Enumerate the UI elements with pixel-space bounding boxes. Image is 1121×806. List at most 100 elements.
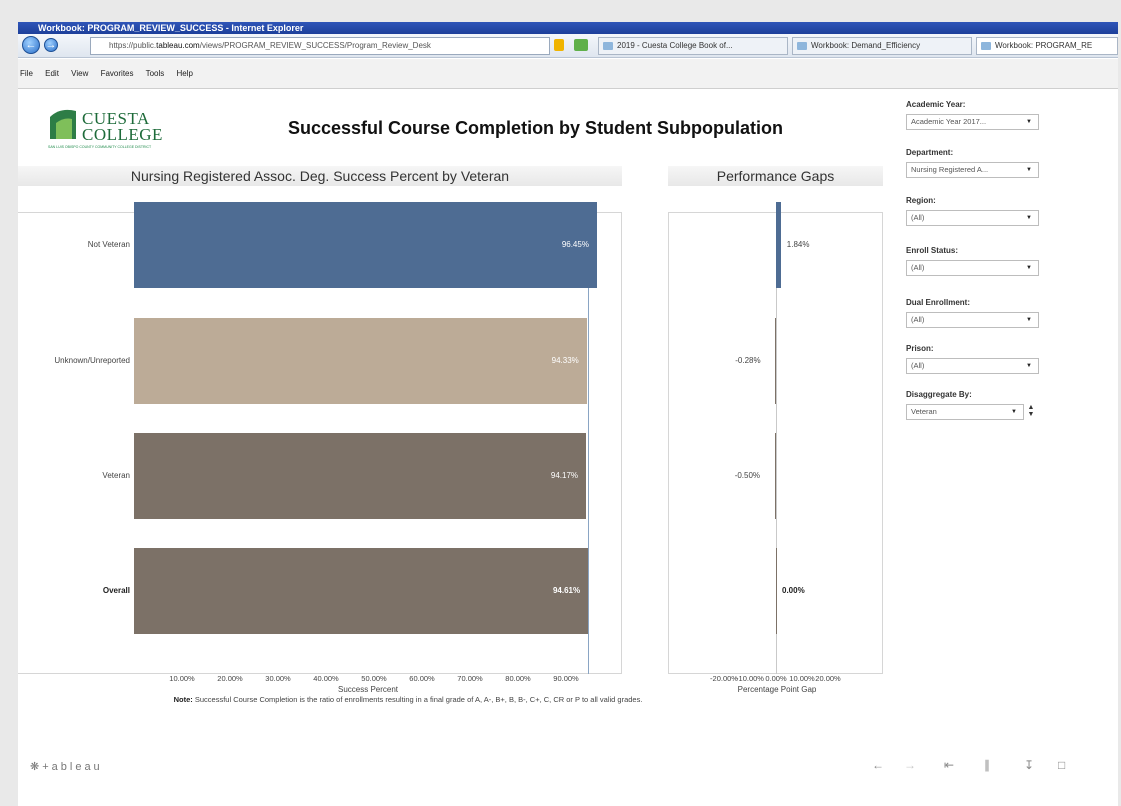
tab-demand-efficiency[interactable]: Workbook: Demand_Efficiency	[792, 37, 972, 55]
undo-icon[interactable]: ←	[872, 758, 884, 772]
bar-value-label: 94.17%	[550, 471, 579, 480]
menu-favorites[interactable]: Favorites	[100, 69, 134, 78]
forward-button[interactable]: →	[44, 38, 58, 52]
x-tick-label: 40.00%	[313, 674, 339, 683]
gap-bar[interactable]	[776, 548, 777, 634]
category-label: Not Veteran	[87, 240, 130, 249]
main-chart-axis-title: Success Percent	[337, 685, 399, 694]
tableau-logo: ❋+ableau	[30, 761, 103, 773]
gap-bar[interactable]	[775, 318, 777, 404]
x-tick-label: 70.00%	[457, 674, 483, 683]
x-tick-label: 10.00%	[169, 674, 195, 683]
url-rest: /views/PROGRAM_REVIEW_SUCCESS/Program_Re…	[199, 41, 431, 50]
gap-value-label: 0.00%	[782, 586, 805, 595]
url-prefix: https://public.	[109, 41, 157, 50]
bar-value-label: 94.33%	[551, 356, 579, 365]
category-label: Unknown/Unreported	[54, 356, 130, 365]
college-logo-icon	[50, 109, 76, 139]
chevron-down-icon: ▼	[1026, 119, 1032, 125]
chevron-down-icon: ▼	[1011, 409, 1017, 415]
gap-tick-label: -10.00%	[736, 674, 764, 683]
fullscreen-icon[interactable]: □	[1058, 758, 1066, 772]
filter-dropdown[interactable]: (All) ▼	[906, 358, 1039, 374]
refresh-icon[interactable]	[574, 39, 588, 51]
tab-page-icon	[603, 42, 613, 50]
gap-chart-header: Performance Gaps	[668, 166, 883, 186]
tab-program-review[interactable]: Workbook: PROGRAM_RE	[976, 37, 1118, 55]
gap-value-label: -0.28%	[735, 356, 761, 365]
success-bar[interactable]	[134, 318, 587, 404]
filter-value: Veteran	[911, 407, 937, 416]
success-bar[interactable]	[134, 548, 589, 634]
filter-value: (All)	[911, 213, 925, 222]
filter-value: (All)	[911, 315, 925, 324]
filter-value: (All)	[911, 263, 925, 272]
gap-bar[interactable]	[776, 202, 781, 288]
dashboard-title: Successful Course Completion by Student …	[288, 118, 784, 138]
logo-line-2: COLLEGE	[82, 125, 163, 144]
window-title: Workbook: PROGRAM_REVIEW_SUCCESS - Inter…	[18, 22, 1118, 34]
logo-subtitle: SAN LUIS OBISPO COUNTY COMMUNITY COLLEGE…	[48, 145, 152, 149]
share-icon[interactable]: ∥	[984, 758, 990, 772]
x-tick-label: 80.00%	[505, 674, 531, 683]
filter-dropdown[interactable]: Academic Year 2017... ▼	[906, 114, 1039, 130]
completion-note: Note: Successful Course Completion is th…	[108, 694, 708, 706]
x-tick-label: 60.00%	[409, 674, 435, 683]
back-button[interactable]: ←	[22, 36, 40, 54]
gap-chart-axis-title: Percentage Point Gap	[737, 685, 817, 694]
menu-file[interactable]: File	[20, 69, 33, 78]
filter-dropdown[interactable]: (All) ▼	[906, 312, 1039, 328]
menu-help[interactable]: Help	[176, 69, 193, 78]
tab-page-icon	[797, 42, 807, 50]
filter-value: Academic Year 2017...	[911, 117, 987, 126]
filter-dropdown[interactable]: (All) ▼	[906, 260, 1039, 276]
gap-tick-label: 0.00%	[765, 674, 787, 683]
gap-value-label: 1.84%	[786, 240, 810, 249]
filter-label: Disaggregate By:	[906, 390, 972, 399]
filter-label: Prison:	[906, 344, 934, 353]
gap-zero-line	[776, 212, 777, 674]
gap-bar[interactable]	[774, 433, 776, 519]
gap-tick-label: -20.00%	[710, 674, 738, 683]
menu-edit[interactable]: Edit	[45, 69, 59, 78]
success-bar[interactable]	[134, 202, 597, 288]
x-tick-label: 90.00%	[553, 674, 579, 683]
category-label: Overall	[102, 586, 130, 595]
chevron-down-icon: ▼	[1026, 265, 1032, 271]
browser-window: Workbook: PROGRAM_REVIEW_SUCCESS - Inter…	[18, 22, 1118, 806]
address-bar: ← → https://public.tableau.com/views/PRO…	[18, 34, 1118, 58]
x-tick-label: 50.00%	[361, 674, 387, 683]
success-bar[interactable]	[134, 433, 587, 519]
filter-dropdown[interactable]: Nursing Registered A... ▼	[906, 162, 1039, 178]
chevron-down-icon: ▼	[1026, 215, 1032, 221]
revert-icon[interactable]: ⇤	[944, 758, 955, 772]
disaggregate-stepper[interactable]: ▲ ▼	[1027, 404, 1035, 418]
tab-book-of-facts[interactable]: 2019 - Cuesta College Book of...	[598, 37, 788, 55]
filter-value: (All)	[911, 361, 925, 370]
url-input[interactable]: https://public.tableau.com/views/PROGRAM…	[90, 37, 550, 55]
menu-view[interactable]: View	[71, 69, 89, 78]
gap-value-label: -0.50%	[734, 471, 761, 480]
redo-icon[interactable]: →	[904, 758, 916, 772]
note-text: Successful Course Completion is the rati…	[194, 695, 643, 704]
category-label: Veteran	[102, 471, 130, 480]
download-icon[interactable]: ↧	[1024, 758, 1035, 772]
chevron-down-icon: ▼	[1026, 167, 1032, 173]
menu-tools[interactable]: Tools	[145, 69, 165, 78]
filter-label: Dual Enrollment:	[906, 298, 971, 307]
gap-chart-area	[668, 212, 883, 674]
logo-line-1: CUESTA	[82, 109, 150, 128]
tab-page-icon	[981, 42, 991, 50]
overall-reference-line	[588, 212, 590, 674]
gap-tick-label: 10.00%	[789, 674, 815, 683]
url-domain: tableau.com	[156, 41, 200, 50]
x-tick-label: 30.00%	[265, 674, 291, 683]
filter-dropdown[interactable]: Veteran ▼	[906, 404, 1024, 420]
filter-dropdown[interactable]: (All) ▼	[906, 210, 1039, 226]
bar-value-label: 94.61%	[552, 586, 581, 595]
filter-label: Department:	[906, 148, 954, 157]
main-chart-header: Nursing Registered Assoc. Deg. Success P…	[18, 166, 622, 186]
note-label: Note:	[173, 695, 193, 704]
x-tick-label: 20.00%	[217, 674, 243, 683]
gap-tick-label: 20.00%	[815, 674, 841, 683]
